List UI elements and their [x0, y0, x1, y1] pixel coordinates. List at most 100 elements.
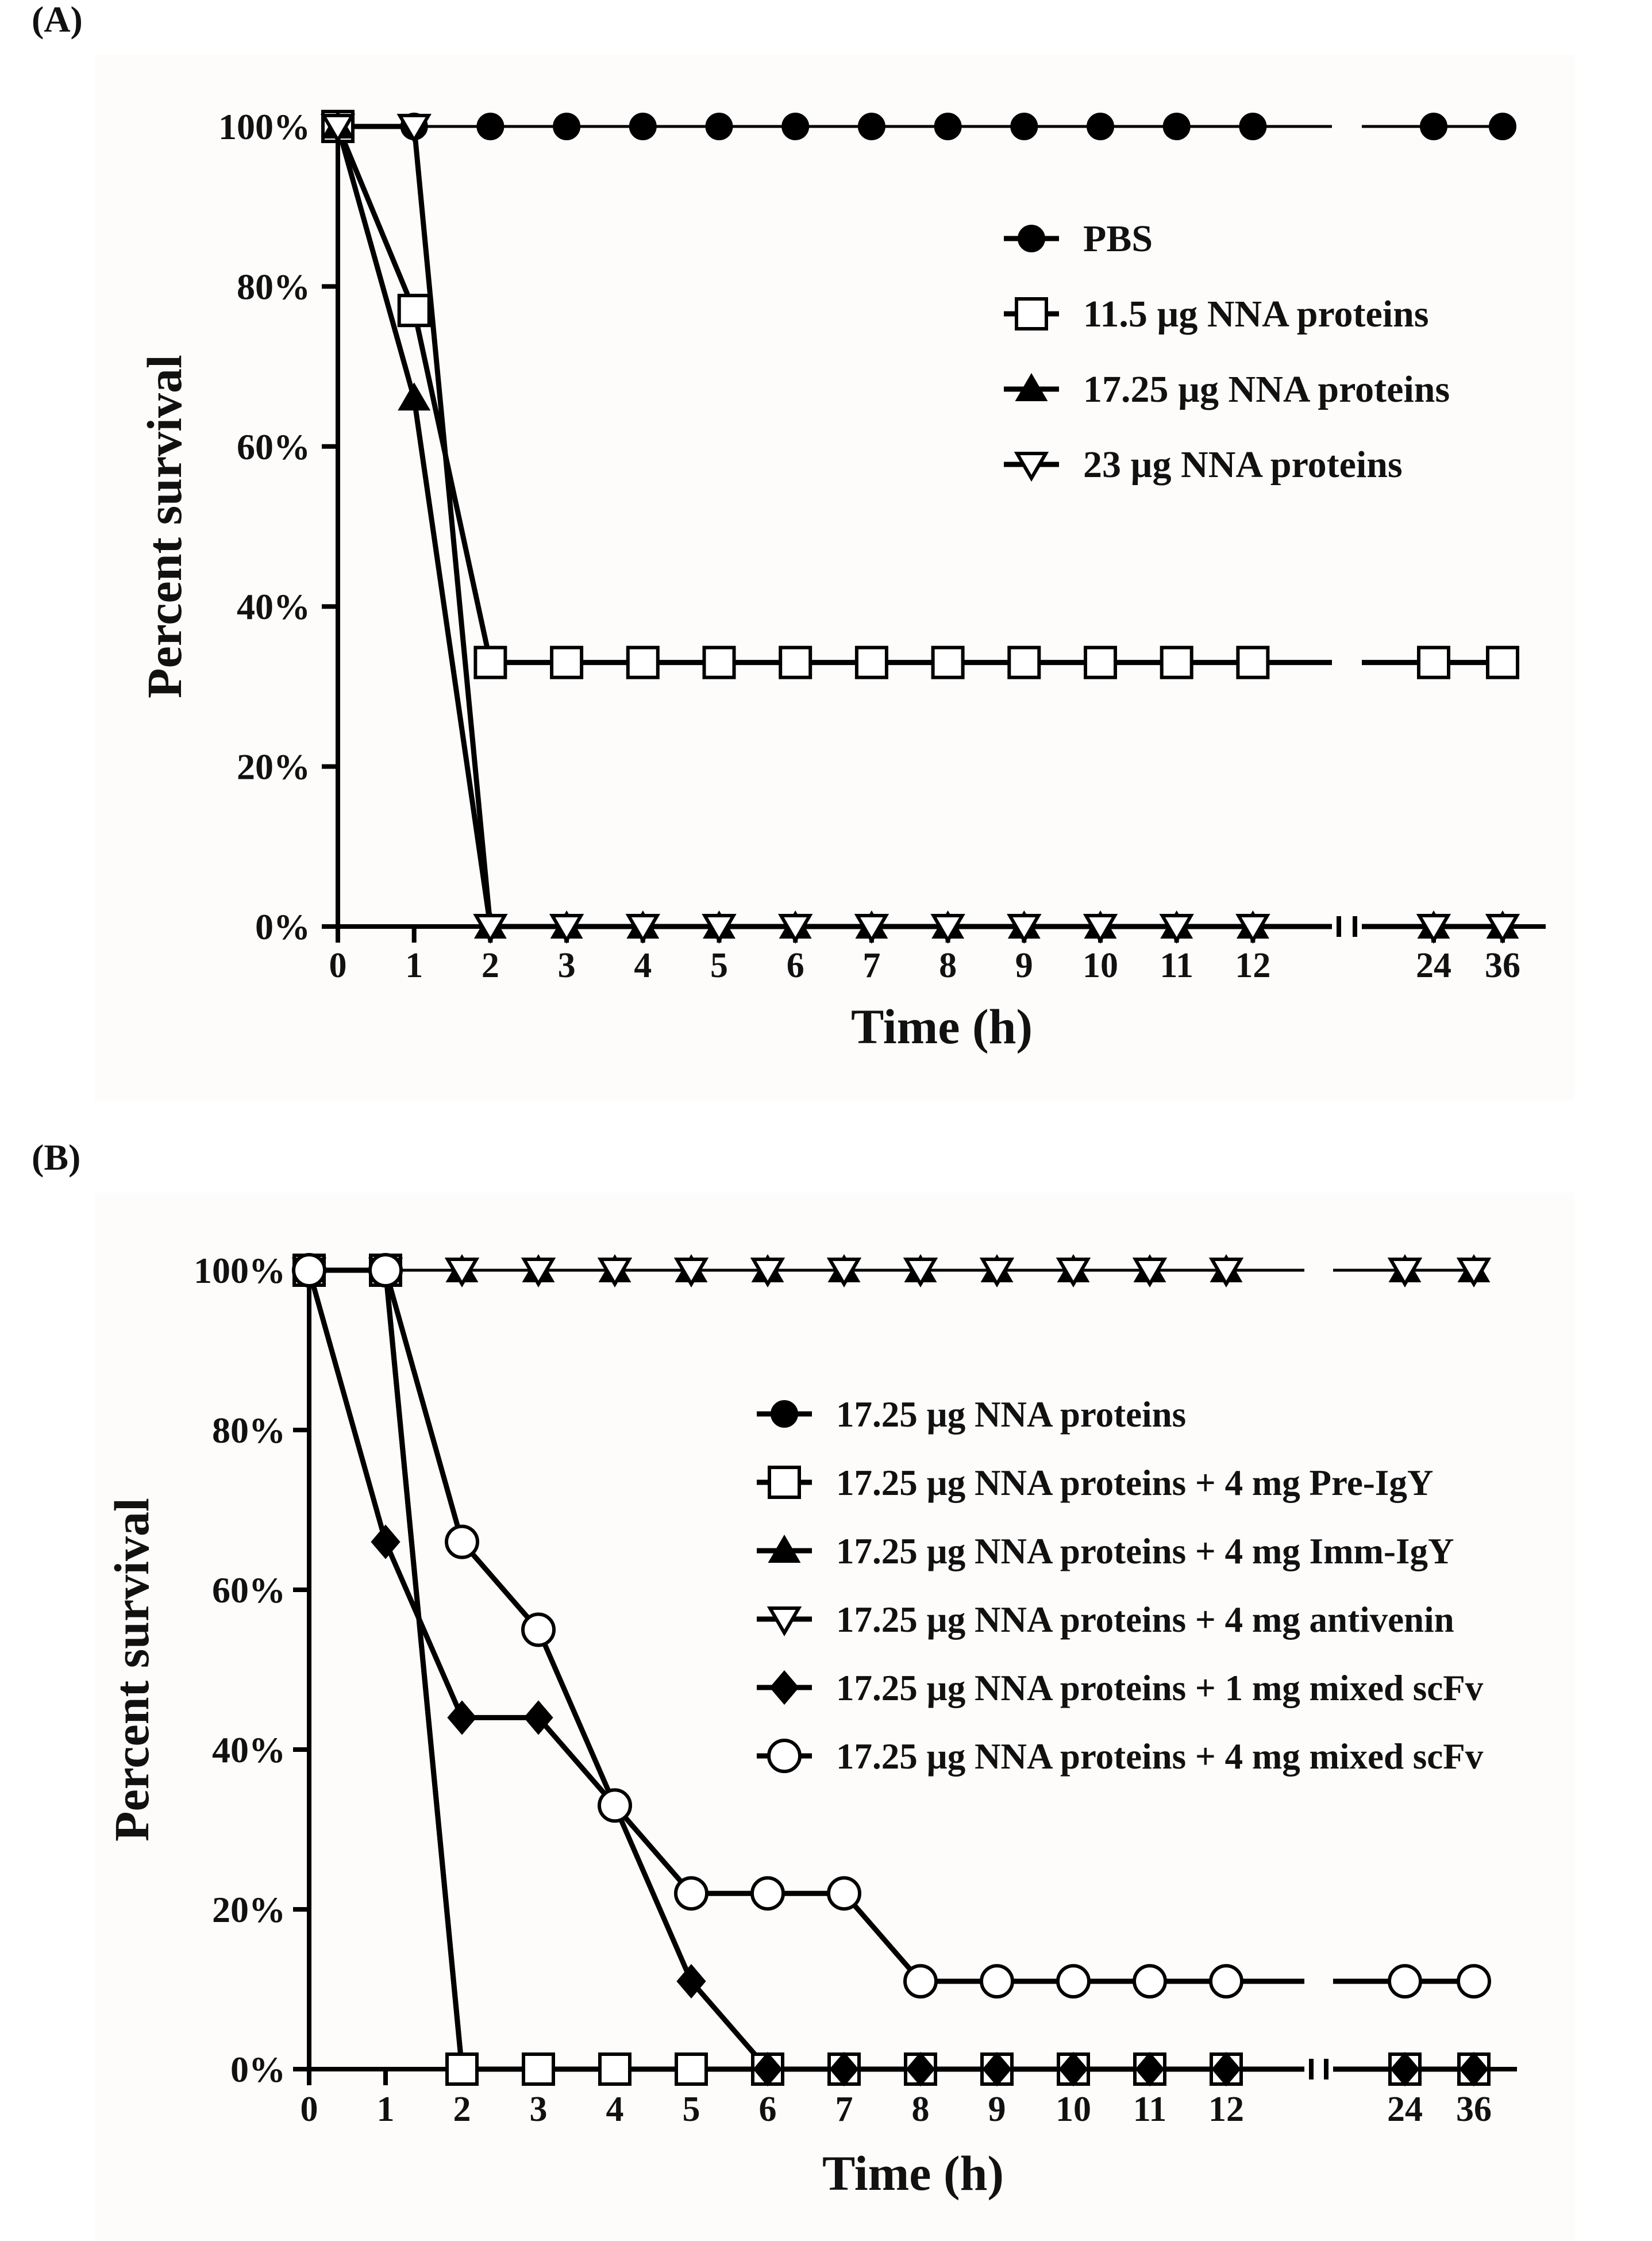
panel-a-chart: (A)0%20%40%60%80%100%0 1 2 3 4 5 6 7 8 9 10 11 12 24 3…	[32, 0, 1546, 1054]
panel-b-series-4-point	[979, 1258, 1015, 1287]
panel-a-series-4-point	[1485, 914, 1520, 944]
panel-b-series-4-point	[903, 1258, 938, 1287]
panel-b-x-tick-label: 1	[377, 2090, 395, 2129]
panel-b-legend-entry: 17.25 µg NNA proteins + 4 mg Pre-IgY	[836, 1463, 1433, 1503]
panel-a-series-2-point	[1486, 645, 1519, 679]
panel-b-series-4-point	[673, 1258, 709, 1287]
panel-b-series-6-point	[750, 1876, 785, 1911]
panel-a-y-tick-label: 80%	[237, 266, 310, 307]
panel-a-series-4-point	[930, 914, 965, 944]
panel-b-legend-entry: 17.25 µg NNA proteins + 1 mg mixed scFv	[836, 1668, 1484, 1708]
panel-b-series-4-point	[1056, 1258, 1091, 1287]
panel-a-x-tick-label: 8	[939, 946, 957, 985]
panel-b-series-5-point	[1390, 2051, 1420, 2087]
panel-b-series-5-point	[906, 2051, 935, 2087]
panel-b-legend-swatch-marker	[768, 1535, 801, 1563]
panel-b-series-5-point	[523, 1700, 553, 1735]
panel-a-series-2-point	[1236, 645, 1270, 679]
panel-a-series-4-point	[473, 914, 508, 944]
panel-a-series-2-point	[626, 645, 660, 679]
panel-b-series-5-point	[1459, 2051, 1489, 2087]
panel-b-x-tick-label: 8	[912, 2090, 930, 2129]
panel-b-series-6-point	[980, 1964, 1014, 1999]
panel-b-series-5-point	[1135, 2051, 1165, 2087]
panel-a-legend: PBS 11.5 µg NNA proteins 17.25 µg NNA prot…	[1004, 218, 1450, 486]
panel-a-background	[95, 55, 1574, 1101]
panel-b-series-6-point	[1209, 1964, 1243, 1999]
panel-b-x-tick-label: 5	[683, 2090, 700, 2129]
panel-a-label: (A)	[32, 0, 83, 40]
panel-b-y-tick-label: 100%	[194, 1250, 286, 1291]
panel-a-series-1-point	[1489, 113, 1516, 140]
panel-a-legend-entry: 11.5 µg NNA proteins	[1083, 293, 1429, 335]
panel-a-x-tick-label: 9	[1015, 946, 1033, 985]
panel-b-series-6-point	[598, 1788, 632, 1823]
panel-a-series-2-point	[854, 645, 888, 679]
panel-a-series-4-point	[320, 114, 356, 144]
panel-a-series-1-point	[857, 113, 885, 140]
panel-a-series-4-point	[1007, 914, 1042, 944]
panel-b-series-6-point	[445, 1524, 479, 1559]
panel-a-series-4-point	[1159, 914, 1194, 944]
panel-a-series-2-point	[1084, 645, 1117, 679]
panel-b-legend: 17.25 µg NNA proteins 17.25 µg NNA protei…	[757, 1394, 1484, 1777]
panel-b-y-tick-label: 40%	[212, 1729, 286, 1770]
panel-a-x-tick-label: 7	[862, 946, 880, 985]
panel-b-x-tick-label: 12	[1208, 2090, 1244, 2129]
panel-a-series-1-point	[1420, 113, 1447, 140]
panel-b-legend-swatch-marker	[769, 1670, 799, 1705]
panel-b-x-tick-label: 3	[530, 2090, 548, 2129]
panel-b-legend-entry: 17.25 µg NNA proteins + 4 mg Imm-IgY	[836, 1531, 1454, 1571]
panel-a-y-axis-title: Percent survival	[137, 355, 192, 698]
panel-a-series-4-point	[625, 914, 661, 944]
panel-a-y-tick-label: 0%	[255, 906, 310, 947]
panel-a-series-2-point	[1417, 645, 1450, 679]
panel-a-y-tick-label: 20%	[237, 747, 310, 787]
panel-a-series-4-point	[777, 914, 813, 944]
panel-a-y-tick-label: 60%	[237, 426, 310, 467]
panel-b-x-tick-label: 36	[1456, 2090, 1492, 2129]
panel-a-series-1-point	[705, 113, 733, 140]
panel-b-series-5-point	[829, 2051, 859, 2087]
panel-b-series-2-point	[522, 2052, 555, 2086]
panel-a-series-4-point	[549, 914, 584, 944]
panel-b-series-4-point	[750, 1258, 785, 1287]
panel-b-series-6-point	[1388, 1964, 1422, 1999]
panel-a-x-tick-label: 3	[558, 946, 576, 985]
panel-a-series-1-point	[1239, 113, 1267, 140]
panel-a-legend-swatch-marker	[1018, 225, 1045, 252]
panel-a-series-1-point	[629, 113, 657, 140]
panel-b-series-5-point	[982, 2051, 1012, 2087]
panel-b-series-4-point	[1132, 1258, 1168, 1287]
panel-b-series-4-point	[1208, 1258, 1244, 1287]
panel-a-x-tick-label: 1	[405, 946, 423, 985]
panel-a-series-1-point	[781, 113, 810, 140]
panel-b-series-4-point	[1387, 1258, 1423, 1287]
panel-a-series-1-point	[1087, 113, 1114, 140]
panel-a-series-1-point	[1010, 113, 1038, 140]
panel-b-legend-swatch-marker	[771, 1400, 798, 1428]
panel-b-series-6-point	[1457, 1964, 1491, 1999]
panel-a-series-2-point	[1160, 645, 1193, 679]
panel-a-x-axis-title: Time (h)	[851, 999, 1033, 1054]
panel-b-series-6-point	[368, 1253, 403, 1287]
panel-b-legend-entry: 17.25 µg NNA proteins + 4 mg mixed scFv	[836, 1736, 1484, 1777]
panel-b-y-tick-label: 20%	[212, 1889, 286, 1930]
panel-b-x-tick-label: 10	[1056, 2090, 1091, 2129]
panel-b-series-2-point	[598, 2052, 631, 2086]
panel-b-series-2-point	[445, 2052, 479, 2086]
panel-b-legend-swatch-marker	[768, 1466, 801, 1499]
panel-a-series-2-point	[702, 645, 736, 679]
panel-a-series-4-line	[338, 124, 1332, 929]
panel-a-series-2-point	[931, 645, 965, 679]
panel-a-series-2-point	[473, 645, 507, 679]
panel-b-y-tick-label: 60%	[212, 1570, 286, 1610]
panel-a-series-2-point	[550, 645, 584, 679]
panel-b-series-4-point	[1456, 1258, 1492, 1287]
panel-b-series-4-point	[826, 1258, 862, 1287]
panel-b-x-tick-label: 7	[835, 2090, 853, 2129]
panel-b-series-4-point	[521, 1258, 556, 1287]
panel-a-series-2-point	[397, 294, 431, 328]
panel-b-x-tick-label: 0	[301, 2090, 318, 2129]
